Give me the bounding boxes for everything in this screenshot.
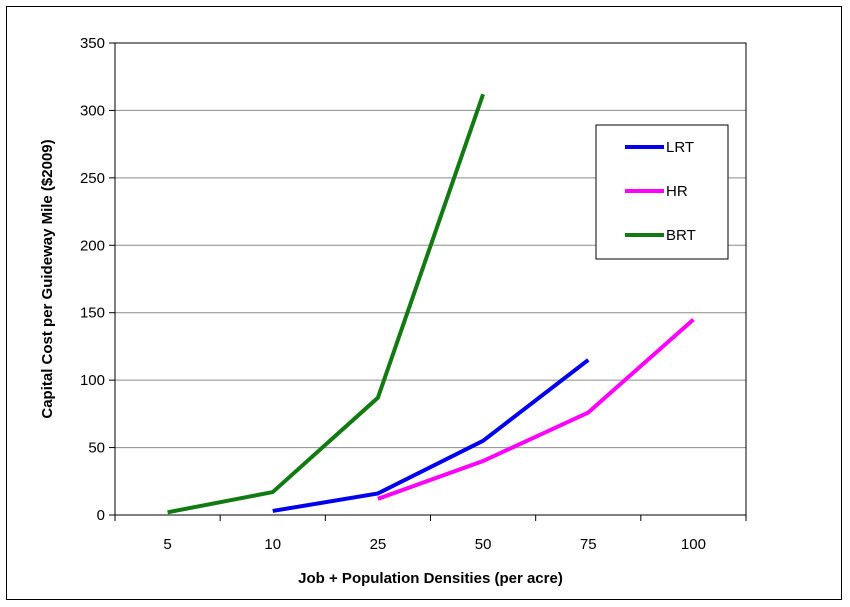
series-line-hr: [377, 317, 695, 501]
y-tick-label: 250: [80, 170, 105, 187]
axes: 0 50 100 150 200 250 300 350 5 10 25 50 75 100: [80, 35, 747, 553]
y-tick-label: 50: [88, 440, 105, 457]
x-tick-label: 100: [681, 536, 706, 553]
y-tick-label: 350: [80, 35, 105, 52]
y-tick-label: 200: [80, 237, 105, 254]
series-line-lrt: [272, 358, 590, 513]
x-axis-title: Job + Population Densities (per acre): [298, 570, 563, 587]
x-tick-label: 10: [264, 536, 281, 553]
legend: LRT HR BRT: [595, 124, 729, 260]
y-tick-label: 100: [80, 372, 105, 389]
y-tick-label: 300: [80, 102, 105, 119]
x-tick-label: 5: [163, 536, 171, 553]
x-tick-label: 25: [370, 536, 387, 553]
series-line-brt: [167, 93, 485, 515]
x-tick-label: 50: [475, 536, 492, 553]
legend-label-hr: HR: [666, 183, 688, 200]
legend-label-lrt: LRT: [666, 139, 694, 156]
y-tick-label: 0: [97, 507, 105, 524]
legend-label-brt: BRT: [666, 227, 696, 244]
series-lines: [167, 93, 695, 515]
x-tick-label: 75: [580, 536, 597, 553]
plot-area: [114, 42, 747, 516]
chart-frame: [6, 6, 842, 600]
y-axis-title: Capital Cost per Guideway Mile ($2009): [39, 139, 56, 418]
y-tick-label: 150: [80, 305, 105, 322]
